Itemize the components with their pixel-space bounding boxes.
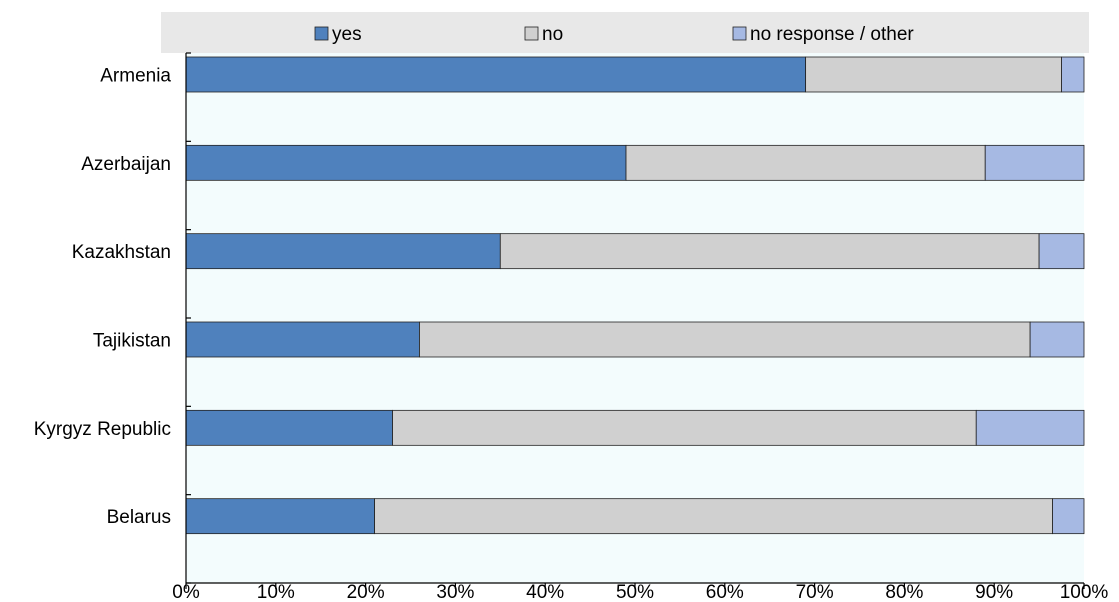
category-label: Tajikistan — [93, 331, 171, 352]
bar-azerbaijan-yes — [185, 144, 627, 181]
category-label: Belarus — [107, 507, 171, 528]
legend-swatch-no-response-other — [732, 26, 747, 41]
x-tick-labels: 0% 10% 20% 30% 40% 50% 60% 70% 80% 90% 100% — [172, 582, 1108, 602]
x-tick-label: 40% — [526, 582, 564, 602]
bar-tajikistan-yes — [185, 321, 420, 358]
legend-background — [161, 12, 1089, 53]
legend-label-yes: yes — [332, 24, 362, 45]
x-tick-label: 70% — [796, 582, 834, 602]
x-tick-label: 100% — [1060, 582, 1109, 602]
bar-tajikistan-no — [419, 321, 1031, 358]
bar-armenia-yes — [185, 56, 807, 93]
x-tick-label: 90% — [975, 582, 1013, 602]
bar-azerbaijan-no-response-other — [984, 144, 1085, 181]
bar-armenia-no — [805, 56, 1062, 93]
x-tick-label: 10% — [257, 582, 295, 602]
category-label: Kyrgyz Republic — [34, 419, 171, 440]
category-label: Azerbaijan — [81, 154, 171, 175]
legend-label-no-response-other: no response / other — [750, 24, 914, 45]
bar-belarus-no — [374, 498, 1053, 535]
category-label: Armenia — [100, 66, 171, 87]
legend-swatch-no — [524, 26, 539, 41]
x-tick-label: 0% — [172, 582, 200, 602]
bar-kyrgyz-republic-no — [392, 409, 977, 446]
legend-label-no: no — [542, 24, 563, 45]
x-tick-label: 80% — [885, 582, 923, 602]
legend: yes no no response / other — [314, 24, 914, 45]
bar-belarus-no-response-other — [1052, 498, 1085, 535]
x-tick-label: 20% — [347, 582, 385, 602]
axes — [185, 52, 1085, 589]
x-tick-label: 50% — [616, 582, 654, 602]
bar-azerbaijan-no — [625, 144, 986, 181]
category-labels: Armenia Azerbaijan Kazakhstan Tajikistan Kyr… — [34, 66, 172, 529]
bar-tajikistan-no-response-other — [1029, 321, 1085, 358]
bar-kazakhstan-no-response-other — [1038, 233, 1085, 270]
bars — [185, 56, 1085, 535]
x-tick-label: 30% — [436, 582, 474, 602]
bar-armenia-no-response-other — [1061, 56, 1085, 93]
bar-kazakhstan-no — [499, 233, 1040, 270]
plot-area — [186, 53, 1084, 583]
legend-swatch-yes — [314, 26, 329, 41]
bar-belarus-yes — [185, 498, 375, 535]
bar-kyrgyz-republic-no-response-other — [975, 409, 1085, 446]
bar-kyrgyz-republic-yes — [185, 409, 393, 446]
category-label: Kazakhstan — [72, 242, 171, 263]
x-tick-label: 60% — [706, 582, 744, 602]
bar-kazakhstan-yes — [185, 233, 501, 270]
